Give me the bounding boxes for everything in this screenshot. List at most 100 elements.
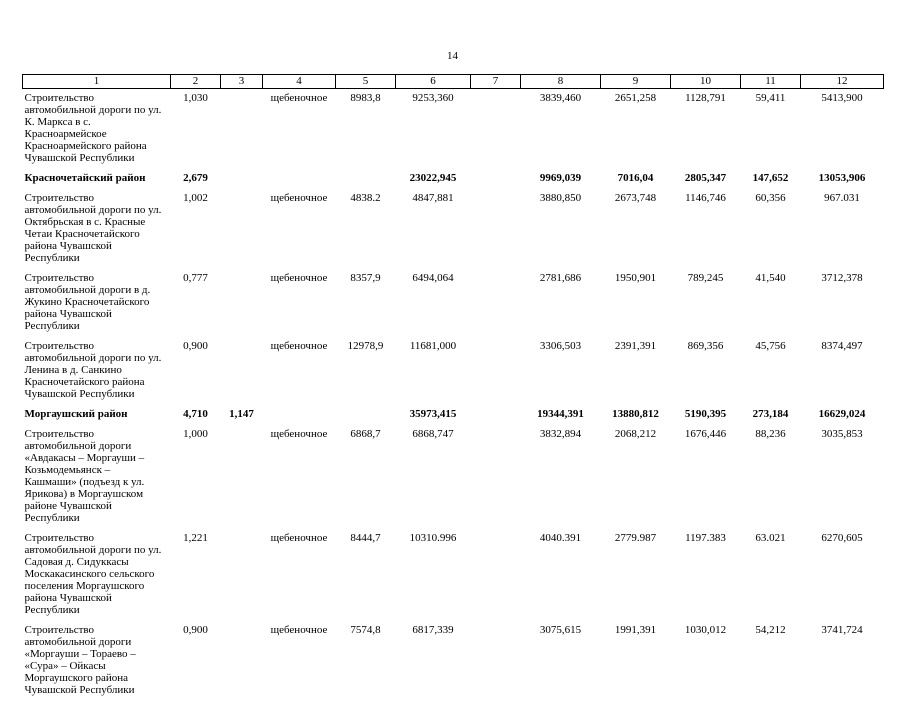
table-row: Строительство автомобильной дороги по ул…	[23, 89, 884, 170]
table-cell: 1030,012	[671, 621, 741, 701]
table-cell: 88,236	[741, 425, 801, 529]
table-cell	[471, 189, 521, 269]
table-cell: 4040.391	[521, 529, 601, 621]
table-cell: 8357,9	[336, 269, 396, 337]
table-cell: 1128,791	[671, 89, 741, 170]
table-cell: 8444,7	[336, 529, 396, 621]
table-cell	[471, 269, 521, 337]
table-cell	[471, 621, 521, 701]
table-cell: 3880,850	[521, 189, 601, 269]
description-cell: Красночетайский район	[23, 169, 171, 189]
table-cell: щебеночное	[263, 529, 336, 621]
table-row: Строительство автомобильной дороги «Морг…	[23, 621, 884, 701]
table-cell	[221, 337, 263, 405]
header-cell: 7	[471, 75, 521, 89]
table-cell: 2391,391	[601, 337, 671, 405]
table-cell: 35973,415	[396, 405, 471, 425]
table-cell: 1,147	[221, 405, 263, 425]
table-cell: 3832,894	[521, 425, 601, 529]
header-cell: 5	[336, 75, 396, 89]
table-cell	[471, 425, 521, 529]
table-cell: 147,652	[741, 169, 801, 189]
table-row: Строительство автомобильной дороги «Авда…	[23, 425, 884, 529]
table-cell: щебеночное	[263, 425, 336, 529]
table-cell: 1991,391	[601, 621, 671, 701]
header-cell: 1	[23, 75, 171, 89]
header-cell: 4	[263, 75, 336, 89]
table-cell: 54,212	[741, 621, 801, 701]
table-cell: 6270,605	[801, 529, 884, 621]
table-cell: 1950,901	[601, 269, 671, 337]
table-cell: 4838.2	[336, 189, 396, 269]
description-cell: Строительство автомобильной дороги в д. …	[23, 269, 171, 337]
header-cell: 6	[396, 75, 471, 89]
table-cell	[471, 89, 521, 170]
table-cell: 11681,000	[396, 337, 471, 405]
table-cell: 1146,746	[671, 189, 741, 269]
table-cell: 4847,881	[396, 189, 471, 269]
table-cell: щебеночное	[263, 269, 336, 337]
table-cell: 7574,8	[336, 621, 396, 701]
table-cell: 63.021	[741, 529, 801, 621]
table-cell: 9253,360	[396, 89, 471, 170]
header-cell: 9	[601, 75, 671, 89]
description-cell: Строительство автомобильной дороги по ул…	[23, 337, 171, 405]
table-cell	[471, 169, 521, 189]
description-cell: Моргаушский район	[23, 405, 171, 425]
table-cell	[221, 189, 263, 269]
table-cell: 1,030	[171, 89, 221, 170]
table-cell: 967.031	[801, 189, 884, 269]
header-cell: 2	[171, 75, 221, 89]
table-cell: 16629,024	[801, 405, 884, 425]
table-cell: 23022,945	[396, 169, 471, 189]
table-cell: 41,540	[741, 269, 801, 337]
table-cell	[263, 405, 336, 425]
table-cell: 6494,064	[396, 269, 471, 337]
table-cell: 45,756	[741, 337, 801, 405]
table-cell: 1,000	[171, 425, 221, 529]
table-cell: щебеночное	[263, 89, 336, 170]
table-cell: 8983,8	[336, 89, 396, 170]
table-cell: 5413,900	[801, 89, 884, 170]
table-cell: 59,411	[741, 89, 801, 170]
table-cell: 3712,378	[801, 269, 884, 337]
table-cell: 8374,497	[801, 337, 884, 405]
table-cell	[221, 529, 263, 621]
table-cell: 2,679	[171, 169, 221, 189]
table-cell: 0,900	[171, 621, 221, 701]
table-cell: 4,710	[171, 405, 221, 425]
table-cell: 5190,395	[671, 405, 741, 425]
table-cell: 1676,446	[671, 425, 741, 529]
table-cell	[221, 425, 263, 529]
table-cell: 3035,853	[801, 425, 884, 529]
table-row: Строительство автомобильной дороги по ул…	[23, 189, 884, 269]
table-cell: щебеночное	[263, 337, 336, 405]
table-cell	[471, 405, 521, 425]
table-cell: 2779.987	[601, 529, 671, 621]
table-cell: 3075,615	[521, 621, 601, 701]
table-cell: 13053,906	[801, 169, 884, 189]
table-row: Строительство автомобильной дороги по ул…	[23, 529, 884, 621]
table-cell: 60,356	[741, 189, 801, 269]
table-cell: 2805,347	[671, 169, 741, 189]
table-cell	[336, 405, 396, 425]
description-cell: Строительство автомобильной дороги по ул…	[23, 189, 171, 269]
table-cell: 3839,460	[521, 89, 601, 170]
table-cell: 7016,04	[601, 169, 671, 189]
description-cell: Строительство автомобильной дороги по ул…	[23, 89, 171, 170]
header-cell: 8	[521, 75, 601, 89]
table-cell: 789,245	[671, 269, 741, 337]
table-cell	[336, 169, 396, 189]
table-cell: 273,184	[741, 405, 801, 425]
description-cell: Строительство автомобильной дороги «Авда…	[23, 425, 171, 529]
table-cell: 1,002	[171, 189, 221, 269]
table-cell: 12978,9	[336, 337, 396, 405]
table-cell: 13880,812	[601, 405, 671, 425]
table-row: Строительство автомобильной дороги по ул…	[23, 337, 884, 405]
table-row: Строительство автомобильной дороги в д. …	[23, 269, 884, 337]
table-cell: щебеночное	[263, 621, 336, 701]
table-cell: 2068,212	[601, 425, 671, 529]
